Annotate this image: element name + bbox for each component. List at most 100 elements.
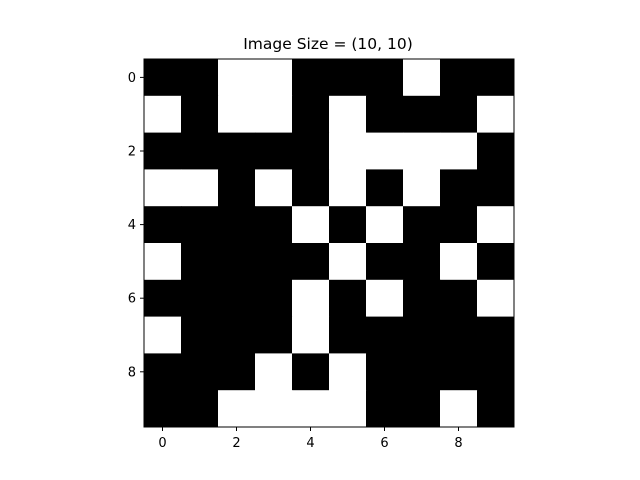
heatmap-cell [477,169,515,207]
heatmap-cell [181,206,219,244]
heatmap-cell [440,59,478,97]
y-tick-label: 6 [128,292,136,307]
heatmap-cell [440,169,478,207]
heatmap-cell [181,316,219,354]
heatmap-cell [292,169,330,207]
heatmap-cell [144,206,182,244]
heatmap-cell [329,390,367,428]
heatmap-cell [255,169,293,207]
heatmap-cell [292,353,330,391]
heatmap-cell [218,279,256,317]
heatmap-cell [144,132,182,170]
heatmap-cell [403,316,441,354]
heatmap-cell [181,353,219,391]
y-tick-label: 0 [128,71,136,86]
heatmap-cell [255,316,293,354]
heatmap-cell [144,169,182,207]
y-tick-label: 8 [128,365,136,380]
heatmap-cell [440,206,478,244]
heatmap-cells [144,59,515,428]
heatmap-cell [366,59,404,97]
x-tick-label: 4 [306,436,314,451]
heatmap-cell [477,243,515,281]
heatmap-cell [218,132,256,170]
heatmap-cell [329,316,367,354]
heatmap-cell [329,59,367,97]
heatmap-cell [255,390,293,428]
heatmap-cell [366,132,404,170]
chart-title: Image Size = (10, 10) [243,35,413,53]
heatmap-cell [440,316,478,354]
heatmap-cell [366,316,404,354]
x-tick-label: 2 [232,436,240,451]
heatmap-cell [329,132,367,170]
heatmap-cell [477,132,515,170]
heatmap-cell [255,95,293,133]
heatmap-cell [181,279,219,317]
heatmap-cell [292,279,330,317]
heatmap-cell [218,206,256,244]
heatmap-cell [366,279,404,317]
heatmap-cell [255,279,293,317]
heatmap-cell [366,206,404,244]
heatmap-cell [440,243,478,281]
heatmap-cell [144,243,182,281]
x-tick-label: 6 [380,436,388,451]
heatmap-cell [292,59,330,97]
heatmap-cell [329,169,367,207]
heatmap-cell [477,316,515,354]
heatmap-cell [181,390,219,428]
heatmap-cell [144,390,182,428]
heatmap-cell [366,390,404,428]
y-tick-label: 4 [128,218,136,233]
heatmap-cell [292,390,330,428]
heatmap-cell [218,243,256,281]
x-axis: 0 2 4 6 8 [158,427,463,451]
heatmap-cell [440,353,478,391]
heatmap-cell [255,243,293,281]
heatmap-cell [181,95,219,133]
heatmap-cell [366,95,404,133]
heatmap-cell [403,243,441,281]
heatmap-cell [329,353,367,391]
heatmap-cell [218,390,256,428]
heatmap-cell [181,132,219,170]
heatmap-cell [218,95,256,133]
x-tick-label: 0 [158,436,166,451]
heatmap-cell [440,390,478,428]
heatmap-cell [403,169,441,207]
heatmap-cell [255,59,293,97]
heatmap-cell [255,353,293,391]
y-tick-label: 2 [128,145,136,160]
heatmap-cell [366,169,404,207]
heatmap-cell [403,59,441,97]
heatmap-cell [403,206,441,244]
heatmap-cell [292,95,330,133]
y-axis: 0 2 4 6 8 [128,71,144,380]
heatmap-cell [144,279,182,317]
heatmap-cell [144,353,182,391]
heatmap-cell [403,353,441,391]
heatmap-cell [218,316,256,354]
heatmap-cell [329,243,367,281]
heatmap-cell [255,206,293,244]
heatmap-cell [292,243,330,281]
heatmap-cell [329,95,367,133]
axes-frame [143,58,515,428]
heatmap-cell [218,59,256,97]
heatmap-cell [329,206,367,244]
heatmap-cell [144,95,182,133]
heatmap-cell [440,95,478,133]
heatmap-cell [255,132,293,170]
heatmap-cell [181,243,219,281]
heatmap-cell [477,206,515,244]
heatmap-cell [477,279,515,317]
heatmap-cell [292,316,330,354]
heatmap-cell [440,132,478,170]
heatmap-cell [144,59,182,97]
heatmap-cell [366,243,404,281]
heatmap-cell [218,353,256,391]
heatmap-cell [477,95,515,133]
